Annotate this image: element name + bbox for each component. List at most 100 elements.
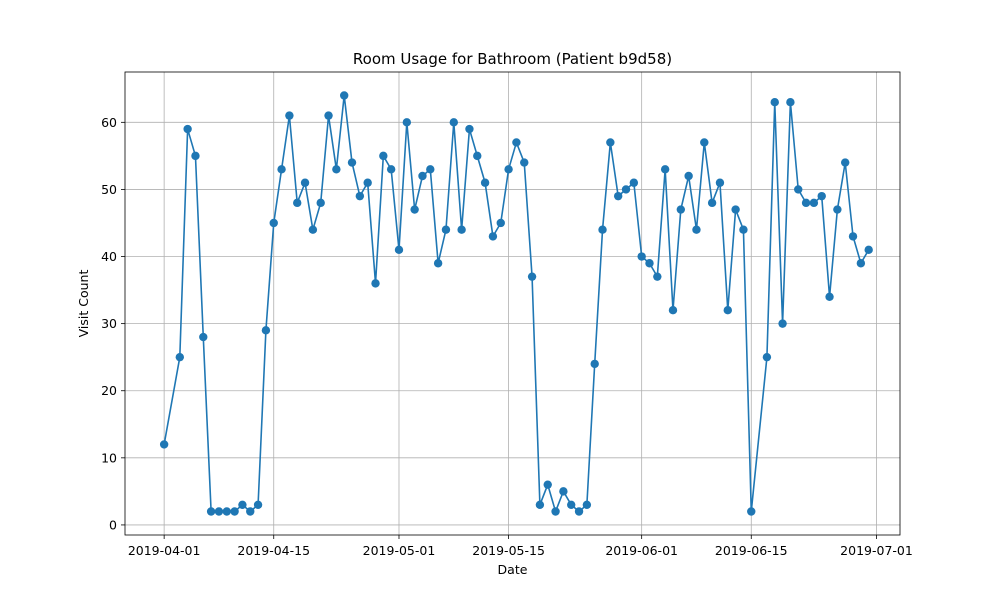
data-point — [660, 165, 670, 174]
y-axis-label: Visit Count — [76, 270, 91, 338]
data-point — [473, 151, 482, 161]
data-point — [512, 138, 521, 147]
data-point — [551, 507, 560, 516]
data-point — [253, 500, 263, 509]
data-point — [700, 138, 709, 147]
data-point — [794, 185, 803, 194]
data-point — [191, 151, 200, 161]
data-point — [520, 158, 529, 167]
y-tick-label: 0 — [109, 517, 117, 532]
data-point — [269, 218, 278, 228]
x-tick-label: 2019-05-15 — [472, 543, 545, 558]
data-point — [723, 306, 732, 315]
data-point — [801, 198, 811, 208]
data-point — [449, 118, 458, 127]
plot-frame — [124, 71, 901, 536]
data-point — [684, 171, 693, 181]
data-point — [715, 178, 725, 187]
data-point — [864, 245, 873, 255]
y-tick-label: 40 — [101, 249, 117, 264]
data-point — [676, 205, 686, 214]
data-point — [637, 252, 646, 261]
data-point — [339, 91, 349, 100]
data-point — [692, 225, 701, 234]
data-point — [214, 507, 224, 516]
chart-title: Room Usage for Bathroom (Patient b9d58) — [353, 50, 672, 68]
data-point — [379, 151, 388, 161]
data-point — [426, 165, 435, 174]
data-point — [504, 165, 513, 174]
data-point — [590, 359, 599, 369]
data-point — [574, 507, 584, 516]
data-point — [222, 507, 231, 516]
data-point — [770, 98, 779, 107]
data-point — [496, 218, 505, 228]
x-tick-label: 2019-06-01 — [605, 543, 678, 558]
data-point — [347, 158, 357, 167]
data-point — [261, 326, 271, 335]
data-point — [833, 205, 842, 214]
data-point — [567, 500, 576, 509]
data-point — [277, 165, 286, 174]
data-point — [480, 178, 490, 187]
data-point — [199, 332, 208, 342]
data-point — [825, 292, 834, 301]
x-tick-label: 2019-05-01 — [363, 543, 436, 558]
data-point — [747, 507, 756, 516]
data-point — [293, 198, 302, 208]
data-point — [582, 500, 592, 509]
data-point — [645, 259, 654, 268]
data-point — [668, 306, 678, 315]
data-point — [707, 198, 717, 208]
series-points — [159, 91, 873, 516]
data-point — [488, 232, 498, 241]
data-point — [371, 279, 380, 288]
data-point — [739, 225, 748, 234]
data-point — [300, 178, 310, 187]
data-point — [762, 352, 772, 362]
data-point — [394, 245, 404, 255]
data-point — [543, 480, 552, 489]
y-tick-label: 50 — [101, 182, 117, 197]
data-point — [355, 191, 365, 201]
data-point — [316, 198, 325, 208]
data-point — [535, 500, 545, 509]
data-point — [786, 98, 795, 107]
x-tick-label: 2019-04-15 — [237, 543, 310, 558]
data-point — [324, 111, 333, 120]
data-point — [332, 165, 341, 174]
data-point — [848, 232, 858, 241]
y-tick-label: 10 — [101, 450, 117, 465]
y-tick-label: 20 — [101, 383, 117, 398]
data-point — [457, 225, 466, 234]
data-point — [629, 178, 639, 187]
data-point — [598, 225, 607, 234]
data-point — [841, 158, 850, 167]
data-point — [731, 205, 740, 214]
data-point — [308, 225, 318, 234]
axis-ticks: 2019-04-01 2019-04-15 2019-05-01 2019-05-15… — [101, 115, 913, 558]
data-point — [410, 205, 419, 214]
data-point — [465, 124, 474, 134]
x-tick-label: 2019-06-15 — [715, 543, 788, 558]
data-point — [206, 507, 216, 516]
x-tick-label: 2019-04-01 — [128, 543, 201, 558]
data-point — [183, 124, 192, 134]
data-point — [559, 487, 568, 496]
data-point — [856, 259, 866, 268]
data-point — [778, 319, 787, 328]
data-point — [246, 507, 255, 516]
data-point — [809, 198, 819, 208]
grid-lines — [125, 72, 900, 535]
data-point — [606, 138, 615, 147]
data-point — [159, 440, 169, 449]
data-point — [363, 178, 372, 187]
data-point — [621, 185, 631, 194]
data-point — [433, 259, 443, 268]
data-point — [285, 111, 294, 120]
data-point — [175, 352, 184, 362]
data-point — [230, 507, 239, 516]
data-point — [402, 118, 412, 127]
data-point — [817, 191, 826, 201]
